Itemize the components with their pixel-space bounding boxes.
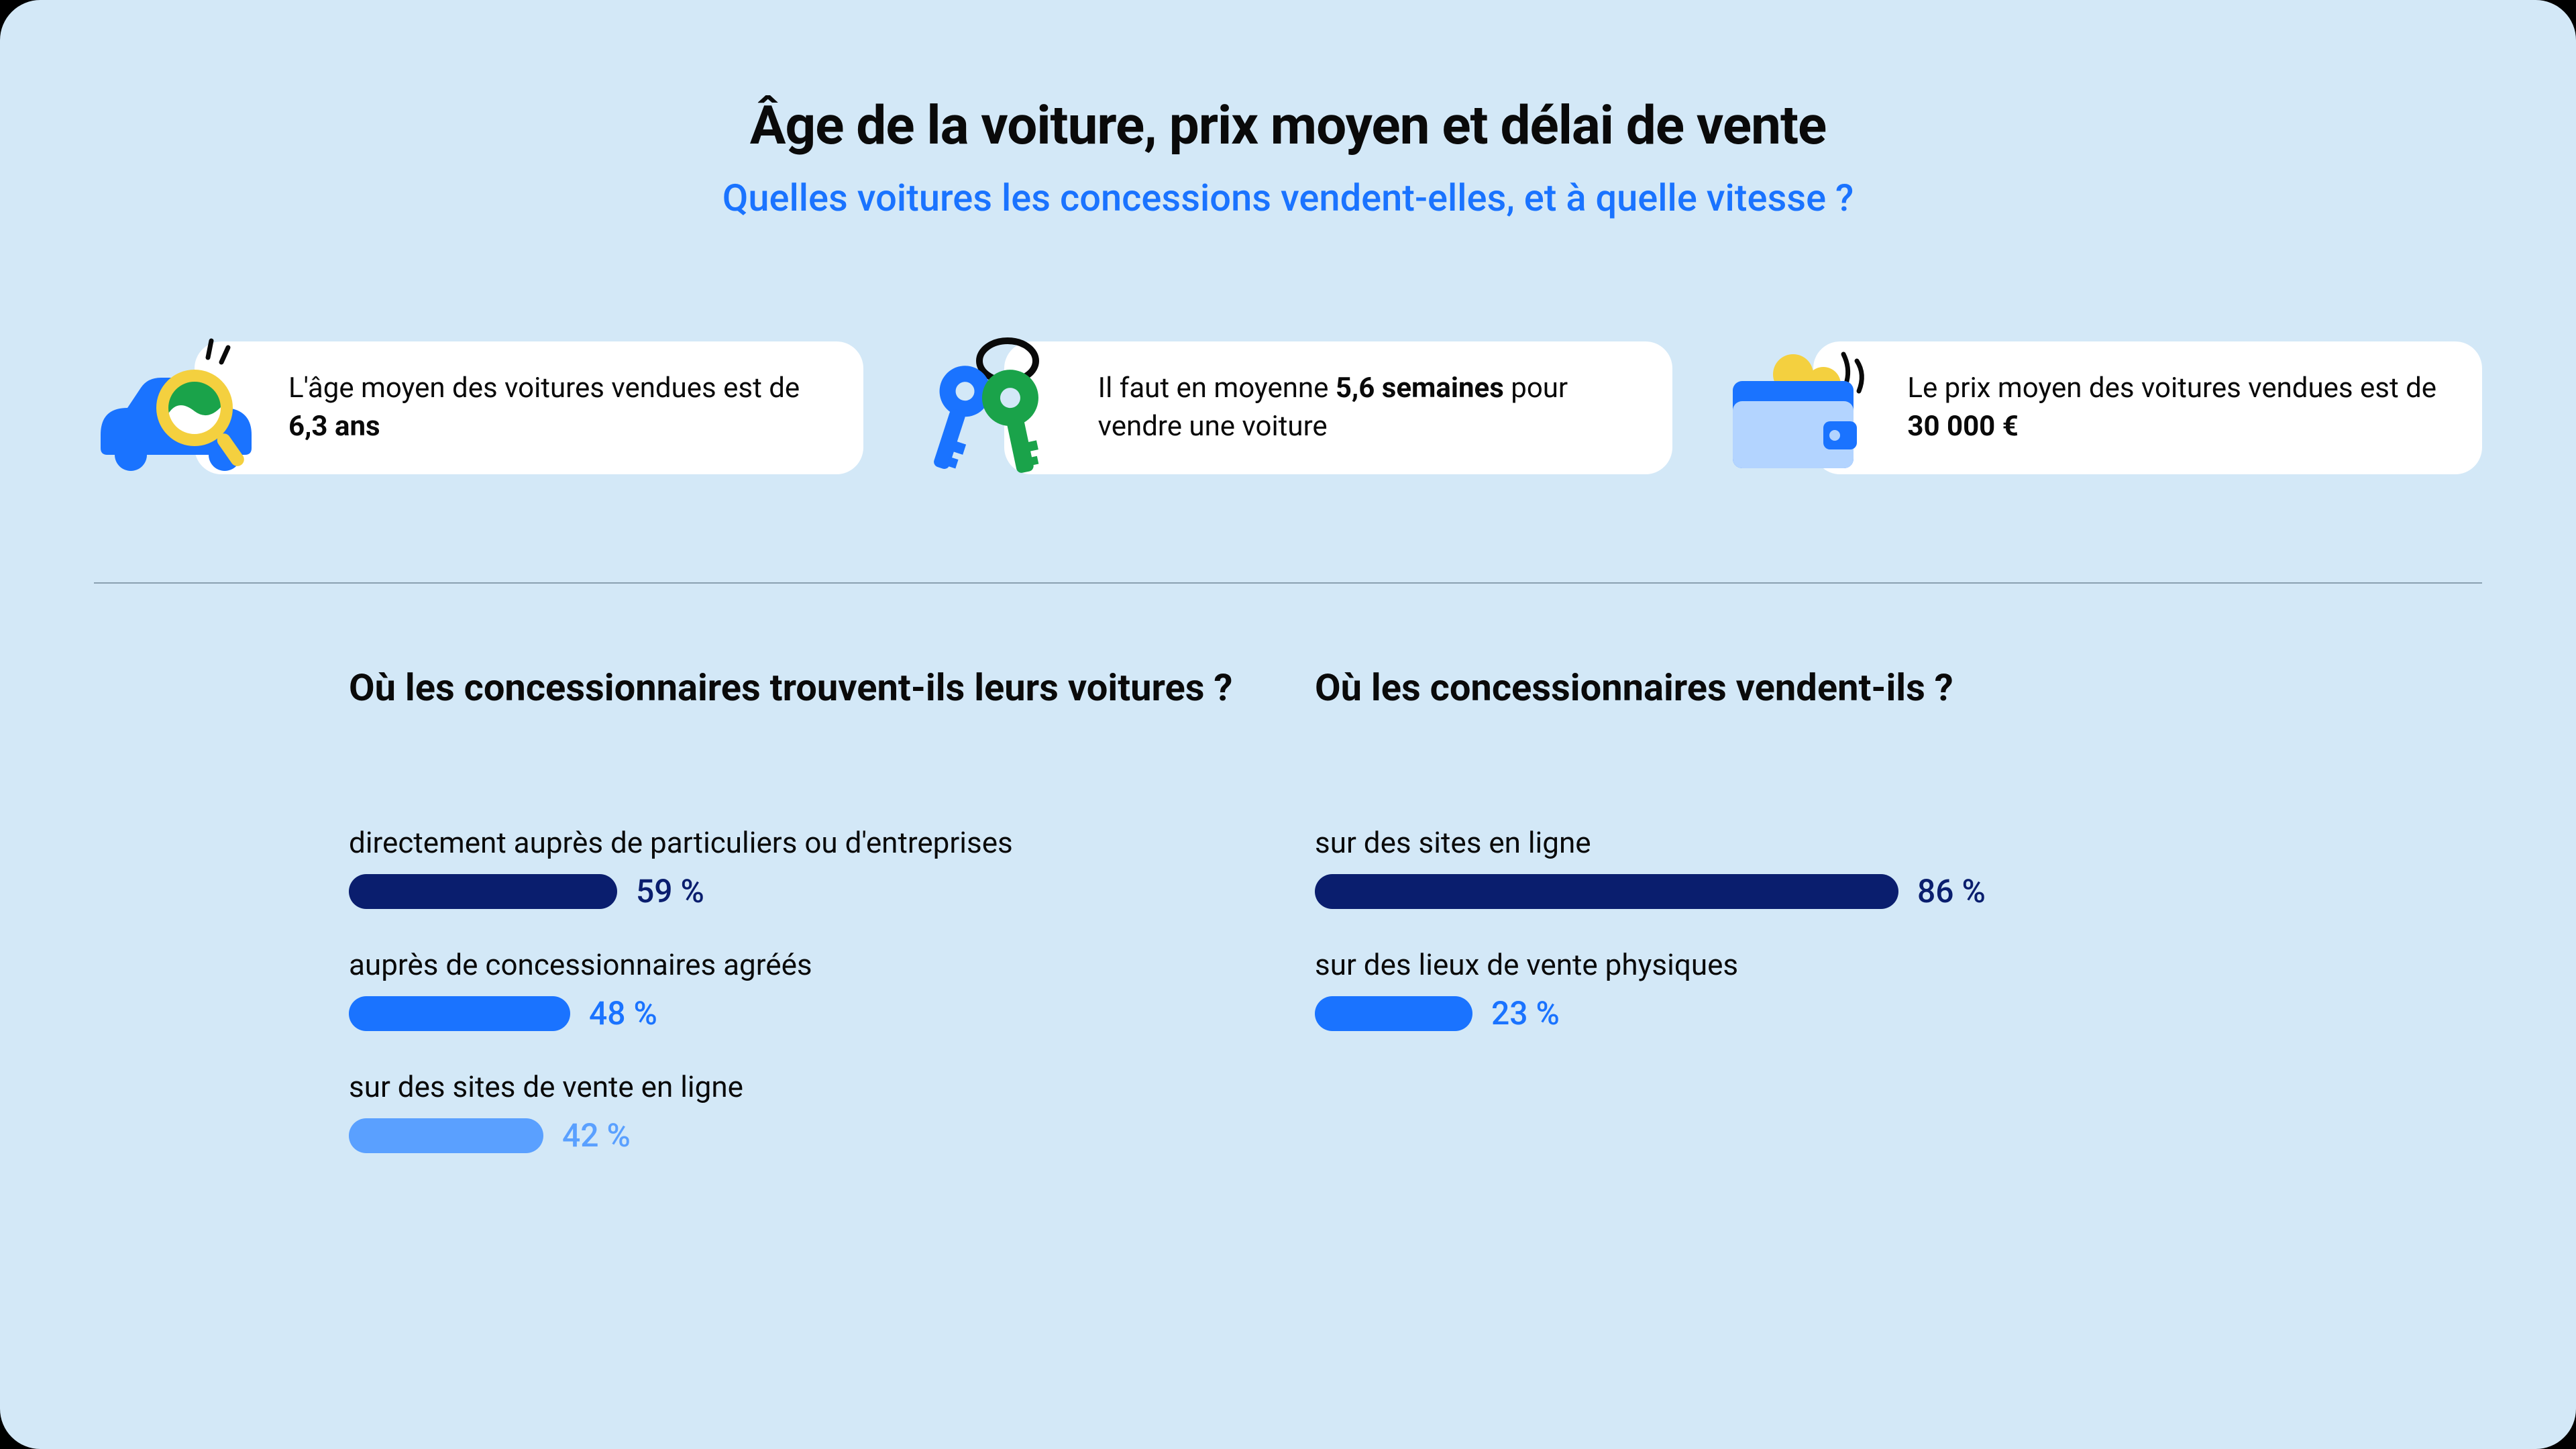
bar-fill <box>1315 874 1898 909</box>
stat-bold: 5,6 semaines <box>1336 372 1504 405</box>
chart-title-sources: Où les concessionnaires trouvent-ils leu… <box>349 664 1261 771</box>
bar-fill <box>1315 996 1472 1031</box>
stat-text-time: Il faut en moyenne 5,6 semaines pour ven… <box>1004 341 1673 474</box>
stats-row: L'âge moyen des voitures vendues est de … <box>94 334 2482 482</box>
bar-label: sur des lieux de vente physiques <box>1315 947 2227 982</box>
bar-group: sur des lieux de vente physiques 23 % <box>1315 947 2227 1032</box>
stat-prefix: Il faut en moyenne <box>1098 372 1336 405</box>
bar-label: sur des sites en ligne <box>1315 825 2227 860</box>
bar-label: sur des sites de vente en ligne <box>349 1069 1261 1104</box>
bar-value: 59 % <box>636 872 704 910</box>
car-magnifier-icon <box>94 334 255 482</box>
section-divider <box>94 582 2482 584</box>
bar-row: 86 % <box>1315 872 2227 910</box>
bar-fill <box>349 874 617 909</box>
stat-text-age: L'âge moyen des voitures vendues est de … <box>195 341 863 474</box>
page-title: Âge de la voiture, prix moyen et délai d… <box>67 94 2509 157</box>
stat-card-age: L'âge moyen des voitures vendues est de … <box>94 334 863 482</box>
stat-card-price: Le prix moyen des voitures vendues est d… <box>1713 334 2482 482</box>
stat-bold: 30 000 € <box>1907 410 2018 443</box>
bar-row: 59 % <box>349 872 1261 910</box>
bar-value: 42 % <box>562 1116 631 1155</box>
chart-title-channels: Où les concessionnaires vendent-ils ? <box>1315 664 2227 771</box>
bar-fill <box>349 1118 543 1153</box>
bar-label: directement auprès de particuliers ou d'… <box>349 825 1261 860</box>
bar-group: sur des sites de vente en ligne 42 % <box>349 1069 1261 1155</box>
bar-fill <box>349 996 570 1031</box>
stat-text-price: Le prix moyen des voitures vendues est d… <box>1813 341 2482 474</box>
page-subtitle: Quelles voitures les concessions vendent… <box>67 176 2509 220</box>
stat-card-time: Il faut en moyenne 5,6 semaines pour ven… <box>904 334 1673 482</box>
stat-bold: 6,3 ans <box>288 410 380 443</box>
charts-row: Où les concessionnaires trouvent-ils leu… <box>349 664 2227 1191</box>
bar-row: 23 % <box>1315 994 2227 1032</box>
bar-row: 48 % <box>349 994 1261 1032</box>
chart-channels: Où les concessionnaires vendent-ils ? su… <box>1315 664 2227 1191</box>
bar-value: 86 % <box>1917 872 1986 910</box>
bar-row: 42 % <box>349 1116 1261 1155</box>
wallet-icon <box>1713 334 1874 482</box>
bar-label: auprès de concessionnaires agréés <box>349 947 1261 982</box>
chart-sources: Où les concessionnaires trouvent-ils leu… <box>349 664 1261 1191</box>
infographic-canvas: Âge de la voiture, prix moyen et délai d… <box>0 0 2576 1449</box>
keys-icon <box>904 334 1065 482</box>
bar-group: sur des sites en ligne 86 % <box>1315 825 2227 910</box>
bar-value: 48 % <box>589 994 657 1032</box>
bar-group: directement auprès de particuliers ou d'… <box>349 825 1261 910</box>
bar-value: 23 % <box>1491 994 1560 1032</box>
stat-prefix: L'âge moyen des voitures vendues est de <box>288 372 800 405</box>
bar-group: auprès de concessionnaires agréés 48 % <box>349 947 1261 1032</box>
stat-prefix: Le prix moyen des voitures vendues est d… <box>1907 372 2436 405</box>
